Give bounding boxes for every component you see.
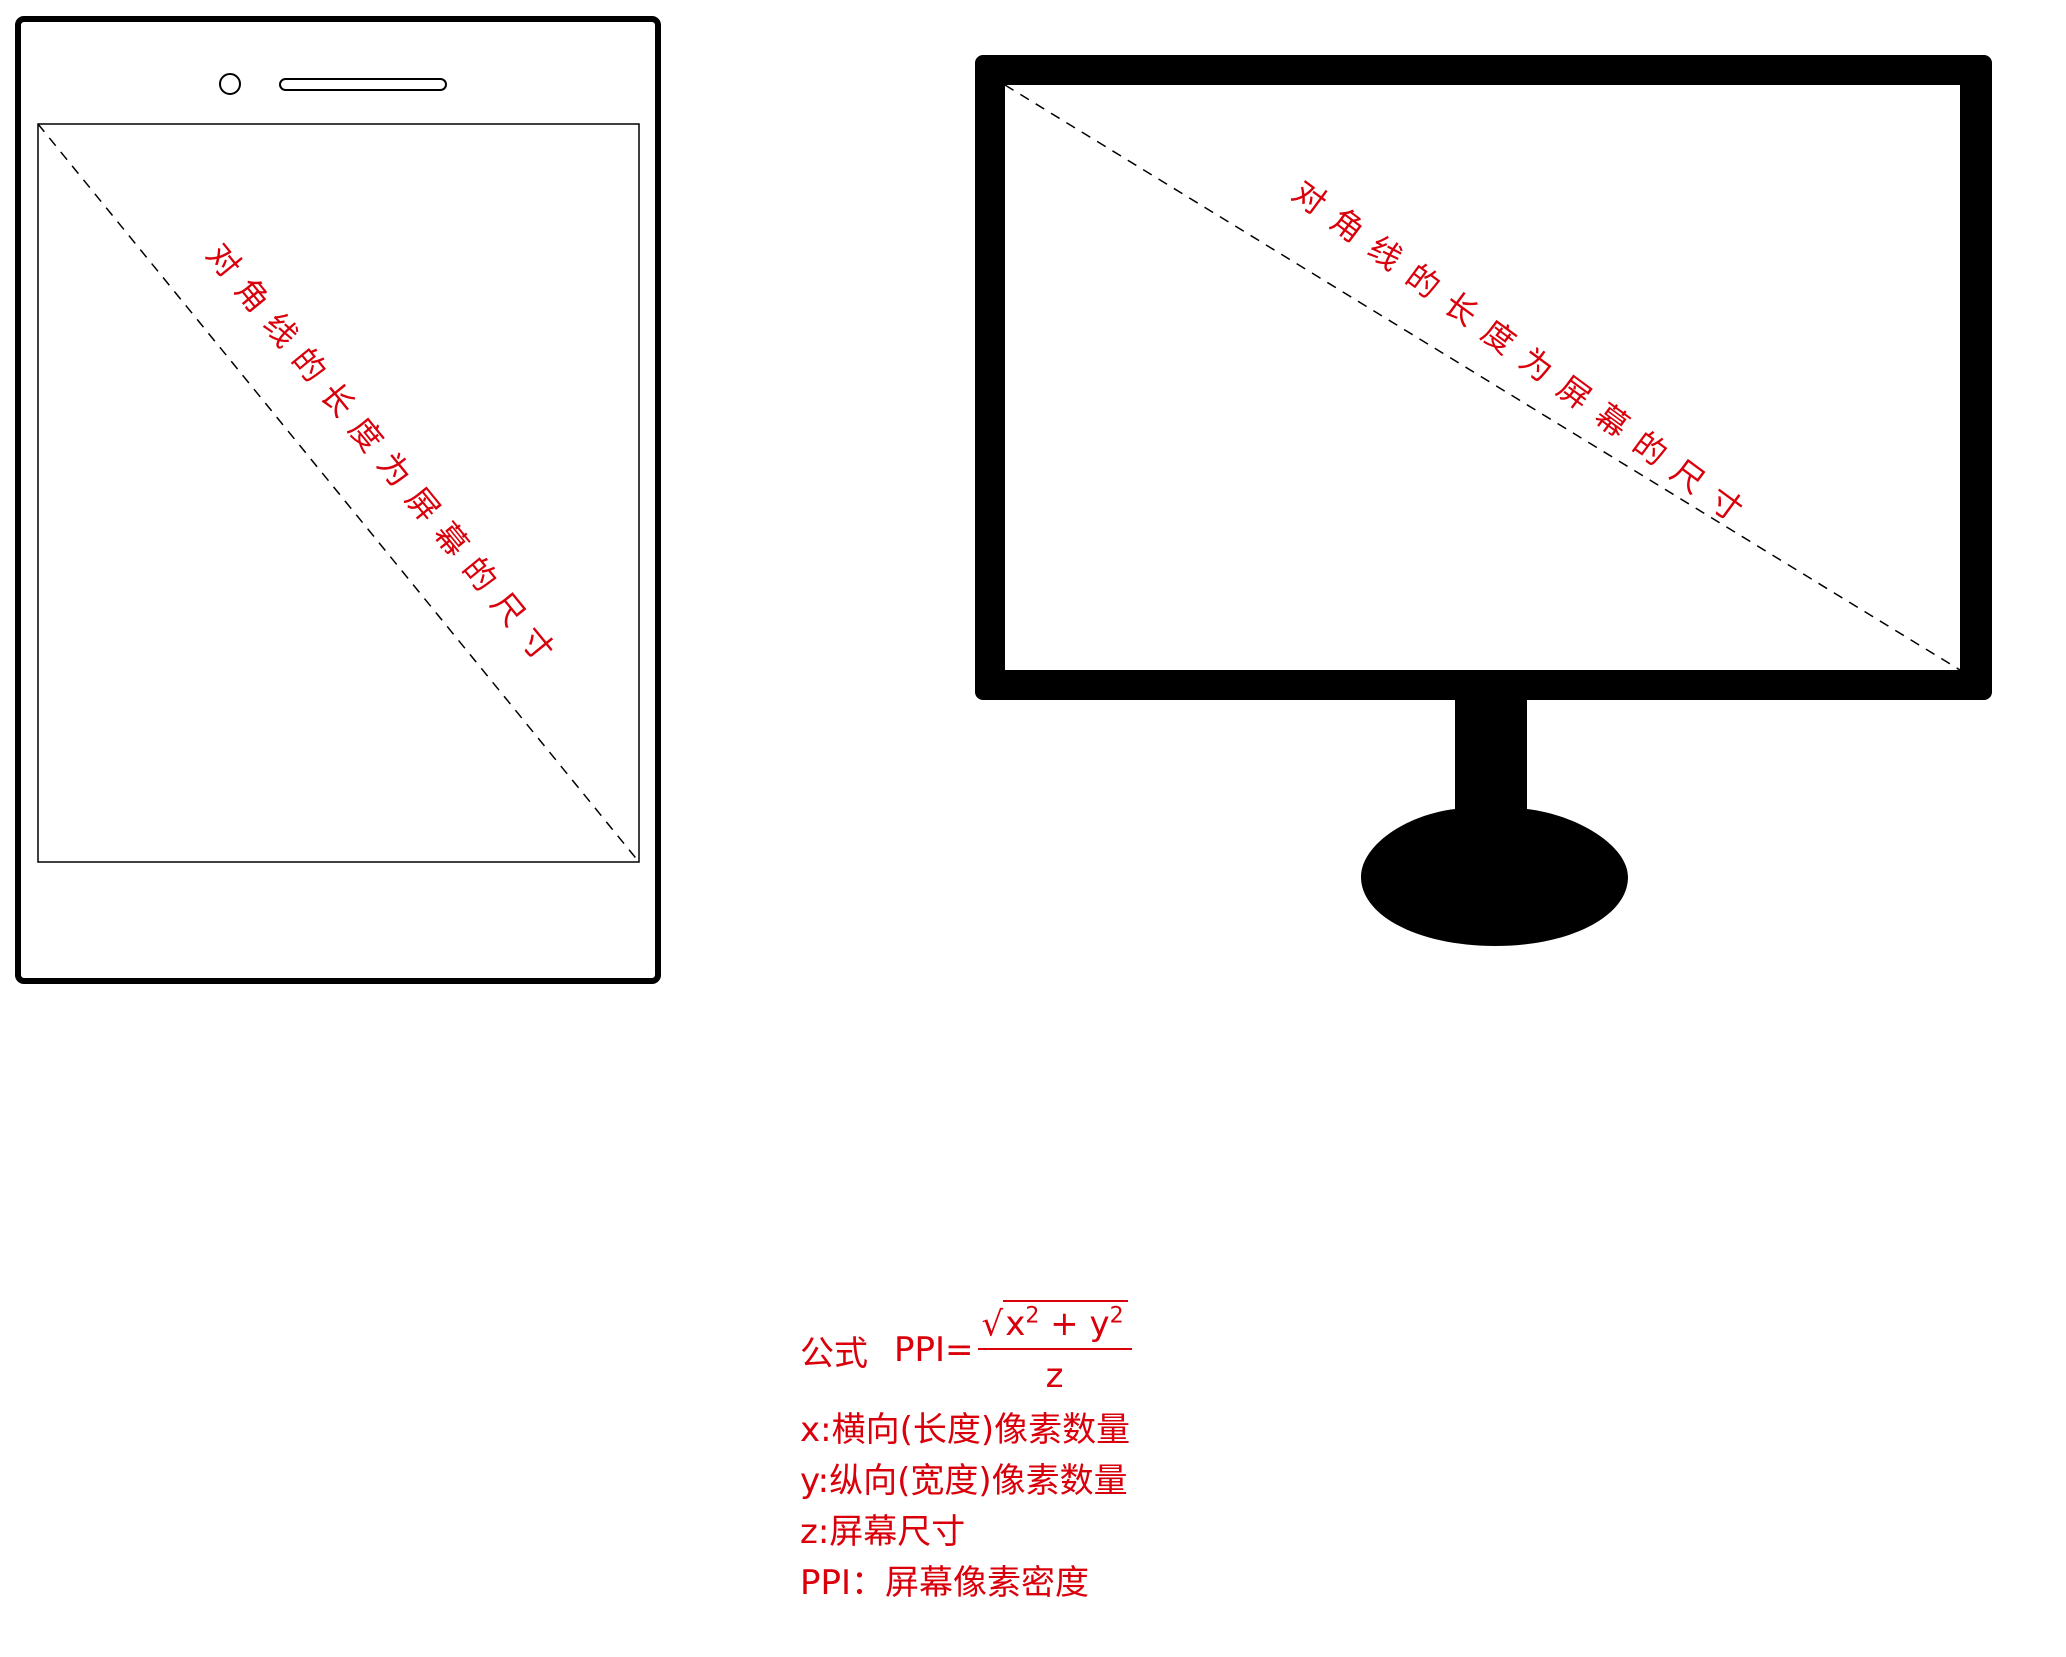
formula-radicand: x2 + y2 bbox=[1003, 1300, 1128, 1345]
formula-legend: x:横向(长度)像素数量 y:纵向(宽度)像素数量 z:屏幕尺寸 PPI：屏幕像… bbox=[800, 1405, 1132, 1609]
numerator-y-exponent: 2 bbox=[1109, 1303, 1124, 1329]
formula-row: 公式 PPI= √x2 + y2 z bbox=[800, 1295, 1132, 1405]
formula-fraction: √x2 + y2 z bbox=[977, 1300, 1132, 1397]
monitor: 对角线的长度为屏幕的尺寸 bbox=[975, 55, 1992, 946]
monitor-stand-base bbox=[1361, 700, 1628, 946]
formula-lhs: PPI= bbox=[894, 1330, 974, 1370]
phone-camera-icon bbox=[219, 73, 241, 95]
numerator-x: x bbox=[1005, 1304, 1026, 1345]
legend-item-y: y:纵向(宽度)像素数量 bbox=[800, 1461, 1128, 1501]
phone-screen-diagonal bbox=[37, 123, 640, 863]
numerator-y: y bbox=[1089, 1304, 1110, 1345]
monitor-screen-diagonal bbox=[1004, 84, 1961, 671]
phone: 对角线的长度为屏幕的尺寸 bbox=[15, 16, 661, 984]
legend-item-x: x:横向(长度)像素数量 bbox=[800, 1410, 1131, 1450]
legend-item-z: z:屏幕尺寸 bbox=[800, 1512, 966, 1552]
ppi-formula: 公式 PPI= √x2 + y2 z x:横向(长度)像素数量 y:纵向(宽度)… bbox=[800, 1295, 1132, 1609]
legend-item-ppi: PPI：屏幕像素密度 bbox=[800, 1563, 1090, 1603]
sqrt-icon: √ bbox=[981, 1304, 1004, 1345]
numerator-plus: + bbox=[1050, 1304, 1079, 1345]
numerator-x-exponent: 2 bbox=[1025, 1303, 1040, 1329]
formula-label: 公式 bbox=[800, 1333, 868, 1374]
phone-speaker-icon bbox=[279, 78, 447, 91]
formula-numerator: √x2 + y2 bbox=[977, 1300, 1132, 1351]
formula-denominator: z bbox=[1045, 1356, 1064, 1397]
